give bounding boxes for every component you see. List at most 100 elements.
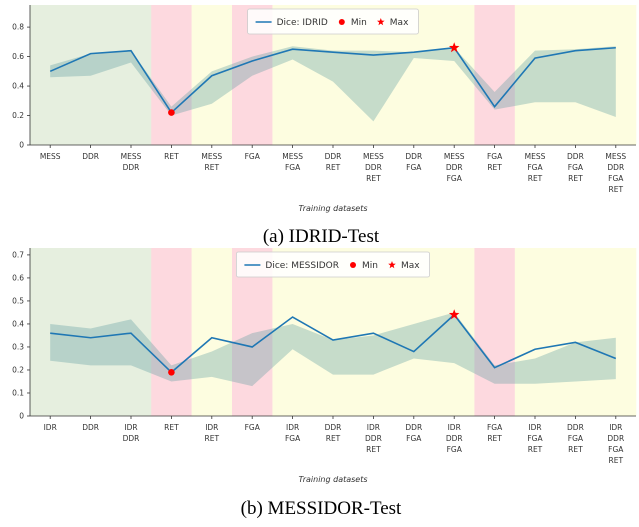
y-tick-label: 0.3 (12, 342, 24, 351)
y-tick-label: 0 (19, 141, 24, 150)
y-tick-label: 0.1 (12, 388, 24, 397)
legend-max (377, 18, 385, 26)
category-background (474, 248, 516, 416)
x-tick-line: MESS (282, 152, 303, 161)
y-tick-label: 0.4 (12, 82, 24, 91)
max-marker (448, 42, 460, 53)
x-tick-line: RET (528, 445, 543, 454)
range-band (50, 46, 616, 122)
legend-label: Max (390, 18, 409, 28)
x-tick-label: DDR FGA (405, 152, 422, 172)
category-background (474, 5, 516, 145)
x-axis-label: Training datasets (298, 204, 367, 213)
category-background (595, 5, 637, 145)
legend-label: Min (362, 261, 378, 271)
category-background (70, 5, 112, 145)
x-tick-line: RET (164, 423, 179, 432)
x-tick-line: DDR (607, 163, 624, 172)
x-tick-label: DDR FGA RET (567, 152, 584, 183)
x-tick-label: FGA (245, 423, 261, 432)
category-background (30, 248, 71, 416)
category-background (434, 5, 475, 145)
category-background (30, 5, 71, 145)
x-tick-label: IDR (44, 423, 57, 432)
x-tick-line: FGA (245, 423, 261, 432)
x-tick-line: RET (528, 174, 543, 183)
x-tick-line: IDR (528, 423, 541, 432)
x-tick-line: IDR (609, 423, 622, 432)
category-background (110, 248, 152, 416)
x-tick-line: DDR (365, 163, 382, 172)
x-tick-label: MESS (40, 152, 61, 161)
x-tick-label: MESS RET (201, 152, 222, 172)
category-background (555, 248, 596, 416)
category-background (110, 5, 152, 145)
x-tick-line: DDR (325, 152, 342, 161)
x-tick-label: DDR (82, 423, 99, 432)
x-tick-label: IDR RET (205, 423, 220, 443)
legend-min (338, 19, 345, 25)
x-tick-label: FGA RET (487, 423, 503, 443)
category-background (151, 5, 192, 145)
x-tick-line: DDR (82, 423, 99, 432)
x-tick-label: RET (164, 423, 179, 432)
x-tick-line: DDR (405, 423, 422, 432)
legend-label: Min (351, 18, 367, 28)
legend-max (388, 261, 396, 269)
x-tick-line: IDR (124, 423, 137, 432)
x-tick-label: IDR DDR FGA RET (607, 423, 624, 465)
x-tick-line: MESS (525, 152, 546, 161)
x-tick-label: IDR DDR RET (365, 423, 382, 454)
x-tick-label: FGA RET (487, 152, 503, 172)
x-axis-label: Training datasets (298, 475, 367, 484)
y-tick-label: 0.7 (12, 250, 24, 259)
x-tick-line: MESS (201, 152, 222, 161)
x-tick-line: RET (487, 163, 502, 172)
legend-min (350, 262, 357, 268)
x-tick-line: MESS (363, 152, 384, 161)
x-tick-label: DDR RET (325, 423, 342, 443)
x-tick-line: DDR (446, 434, 463, 443)
x-tick-label: RET (164, 152, 179, 161)
x-tick-line: FGA (487, 423, 503, 432)
x-tick-label: MESS FGA (282, 152, 303, 172)
x-tick-line: IDR (448, 423, 461, 432)
series-line (49, 46, 616, 114)
x-tick-line: DDR (567, 152, 584, 161)
category-background (555, 5, 596, 145)
x-tick-label: DDR (82, 152, 99, 161)
x-tick-line: MESS (605, 152, 626, 161)
category-background (514, 248, 556, 416)
x-tick-line: FGA (245, 152, 261, 161)
x-tick-line: DDR (607, 434, 624, 443)
x-tick-line: DDR (446, 163, 463, 172)
legend: Dice: IDRID Min Max (247, 8, 419, 35)
x-tick-line: FGA (447, 445, 463, 454)
x-tick-line: DDR (405, 152, 422, 161)
x-tick-line: IDR (286, 423, 299, 432)
y-tick-label: 0.8 (12, 23, 24, 32)
x-tick-line: RET (326, 163, 341, 172)
x-tick-line: RET (164, 152, 179, 161)
caption: (b) MESSIDOR-Test (241, 498, 402, 519)
legend-label: Dice: MESSIDOR (265, 261, 339, 271)
x-tick-label: MESS DDR (121, 152, 142, 172)
x-tick-line: RET (487, 434, 502, 443)
x-tick-line: FGA (568, 434, 584, 443)
y-tick-label: 0.6 (12, 273, 24, 282)
x-tick-label: DDR FGA RET (567, 423, 584, 454)
x-tick-label: MESS DDR FGA (444, 152, 465, 183)
legend-label: Dice: IDRID (277, 18, 328, 28)
x-tick-line: FGA (527, 434, 543, 443)
x-tick-line: DDR (325, 423, 342, 432)
legend-label: Max (401, 261, 420, 271)
x-tick-line: DDR (82, 152, 99, 161)
x-tick-line: FGA (487, 152, 503, 161)
category-background (191, 248, 233, 416)
x-tick-line: FGA (406, 163, 422, 172)
min-marker (168, 109, 175, 116)
x-tick-line: FGA (285, 163, 301, 172)
x-tick-line: RET (205, 434, 220, 443)
y-tick-label: 0.2 (12, 111, 24, 120)
